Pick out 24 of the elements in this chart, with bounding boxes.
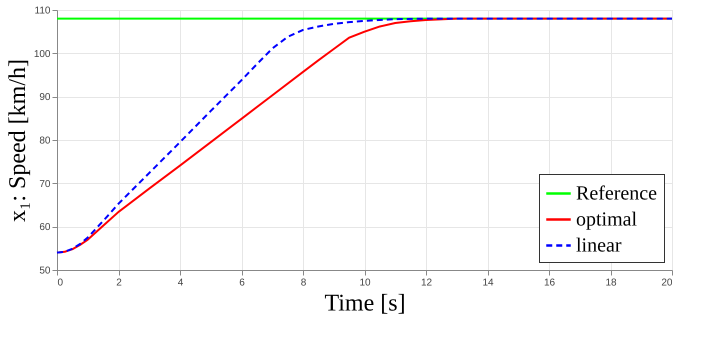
legend-label: Reference — [576, 182, 658, 204]
y-tick-label: 50 — [39, 266, 51, 276]
y-tick-label: 80 — [39, 136, 51, 146]
x-tick-label: 14 — [482, 278, 494, 288]
legend-label: linear — [576, 234, 622, 256]
x-tick-label: 18 — [605, 278, 617, 288]
x-tick-label: 2 — [116, 278, 122, 288]
x-tick-label: 12 — [420, 278, 432, 288]
x-tick-label: 8 — [300, 278, 307, 288]
x-tick-label: 0 — [58, 278, 64, 288]
y-tick-label: 90 — [39, 92, 51, 104]
y-axis-title: x₁: Speed [km/h] — [4, 58, 31, 222]
y-tick-label: 70 — [39, 178, 51, 190]
x-tick-label: 20 — [661, 278, 673, 288]
x-tick-label: 10 — [359, 278, 371, 288]
y-tick-label: 100 — [34, 48, 51, 60]
line-series — [56, 18, 673, 254]
x-tick-label: 4 — [178, 278, 184, 288]
y-tick-label: 60 — [39, 222, 51, 234]
x-tick-label: 16 — [544, 278, 556, 288]
x-axis-title: Time [s] — [324, 290, 406, 316]
legend-label: optimal — [576, 208, 638, 230]
x-tick-label: 6 — [239, 278, 246, 288]
y-tick-label: 110 — [34, 6, 51, 16]
